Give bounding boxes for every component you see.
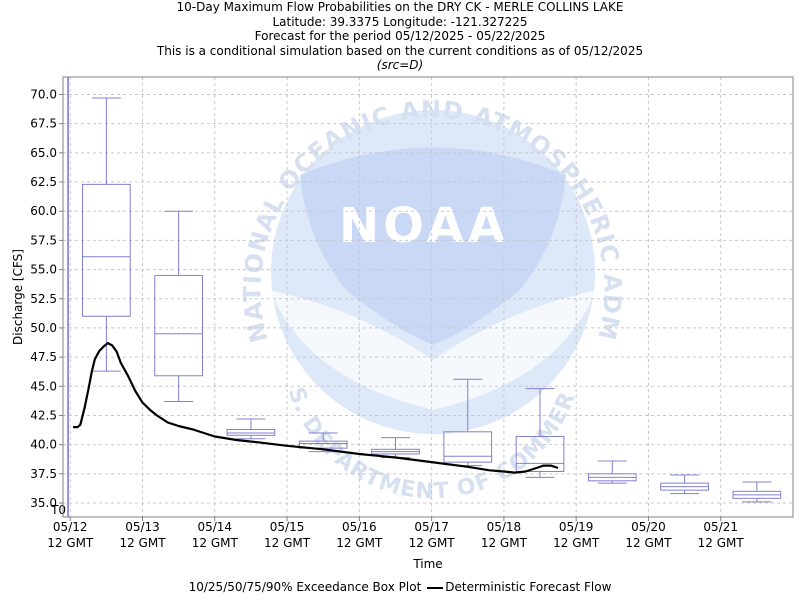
y-tick-label: 55.0 [30, 263, 57, 277]
x-tick-time-label: 12 GMT [481, 536, 528, 550]
x-tick-time-label: 12 GMT [553, 536, 600, 550]
t0-label: T0 [50, 503, 66, 517]
x-tick-time-label: 12 GMT [47, 536, 94, 550]
box-plot [515, 388, 565, 478]
box-iqr [154, 274, 203, 377]
y-tick-label: 35.0 [30, 496, 57, 510]
x-tick-date-label: 05/17 [414, 520, 449, 534]
chart-location: Latitude: 39.3375 Longitude: -121.327225 [272, 14, 528, 29]
x-tick-time-label: 12 GMT [698, 536, 745, 550]
x-tick-time-label: 12 GMT [192, 536, 239, 550]
grid-lines [63, 77, 793, 517]
box-plot [587, 460, 637, 484]
x-tick-date-label: 05/14 [197, 520, 232, 534]
box-plot [226, 418, 276, 440]
x-tick-date-label: 05/16 [342, 520, 377, 534]
legend-line-swatch [427, 586, 444, 589]
y-tick-label: 57.5 [30, 233, 57, 247]
watermark-wave [270, 290, 596, 410]
chart-period: Forecast for the period 05/12/2025 - 05/… [254, 29, 546, 43]
x-tick-date-label: 05/21 [703, 520, 738, 534]
y-tick-label: 50.0 [30, 321, 57, 335]
chart-condition-note: This is a conditional simulation based o… [156, 43, 644, 58]
legend-box-plot-label: 10/25/50/75/90% Exceedance Box Plot [188, 580, 422, 594]
y-tick-label: 52.5 [30, 292, 57, 306]
box-plot [154, 210, 203, 402]
chart-title: 10-Day Maximum Flow Probabilities on the… [176, 0, 624, 14]
box-iqr [443, 431, 493, 463]
t0-marker-group: T0 [50, 77, 69, 517]
x-axis-label: Time [412, 557, 442, 571]
box-plot [660, 474, 709, 495]
box-iqr [82, 183, 131, 317]
box-iqr [298, 440, 348, 449]
watermark-noaa-text: NOAA [339, 198, 509, 254]
chart-titles: 10-Day Maximum Flow Probabilities on the… [0, 0, 800, 73]
forecast-flow-line-group [73, 342, 559, 474]
y-tick-label: 40.0 [30, 438, 57, 452]
x-tick-date-label: 05/18 [487, 520, 522, 534]
y-tick-label: 70.0 [30, 88, 57, 102]
y-tick-label: 42.5 [30, 408, 57, 422]
box-plot [732, 481, 782, 503]
box-plot [443, 378, 493, 467]
x-tick-time-label: 12 GMT [625, 536, 672, 550]
legend: 10/25/50/75/90% Exceedance Box Plot Deter… [0, 580, 800, 594]
x-tick-time-label: 12 GMT [409, 536, 456, 550]
box-plots [82, 97, 782, 503]
box-plot [82, 97, 131, 372]
y-tick-label: 45.0 [30, 379, 57, 393]
plot-border [62, 76, 794, 518]
x-tick-time-label: 12 GMT [264, 536, 311, 550]
x-tick-date-label: 05/12 [53, 520, 88, 534]
y-tick-label: 62.5 [30, 175, 57, 189]
x-tick-date-label: 05/20 [631, 520, 666, 534]
x-tick-time-label: 12 GMT [336, 536, 383, 550]
y-tick-label: 37.5 [30, 467, 57, 481]
forecast-flow-line [73, 342, 559, 474]
y-tick-label: 67.5 [30, 117, 57, 131]
y-axis-ticks: 35.0 37.5 40.0 42.5 45.0 47.5 50.0 52.5 55.0 57.5… [30, 88, 63, 510]
y-tick-label: 60.0 [30, 204, 57, 218]
x-tick-date-label: 05/15 [270, 520, 305, 534]
x-tick-time-label: 12 GMT [119, 536, 166, 550]
box-iqr [515, 435, 565, 472]
x-tick-date-label: 05/19 [559, 520, 594, 534]
y-tick-label: 65.0 [30, 146, 57, 160]
x-tick-date-label: 05/13 [125, 520, 160, 534]
x-axis-ticks: 05/12 12 GMT 05/13 12 GMT 05/14 12 GMT 05/15 12… [47, 517, 744, 550]
box-iqr [226, 428, 276, 436]
y-tick-label: 47.5 [30, 350, 57, 364]
watermark-bird [300, 147, 566, 345]
legend-forecast-line-label: Deterministic Forecast Flow [445, 580, 612, 594]
chart-source: (src=D) [376, 58, 424, 72]
y-axis-label: Discharge [CFS] [11, 249, 25, 345]
